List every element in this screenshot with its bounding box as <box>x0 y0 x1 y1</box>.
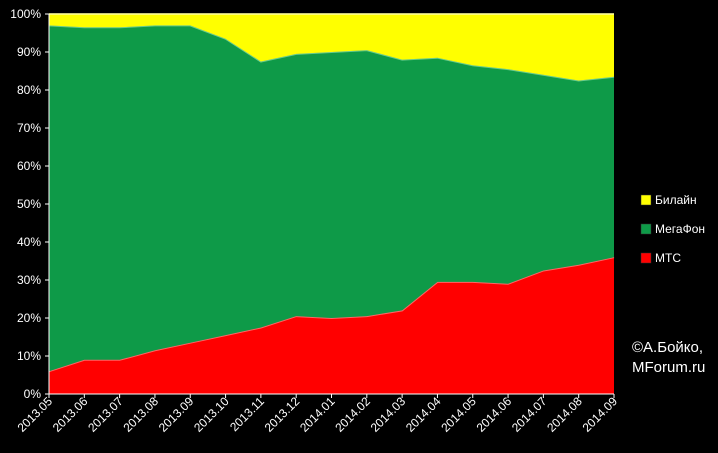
legend-label-beeline: Билайн <box>655 193 697 207</box>
legend-swatch-beeline <box>640 194 652 206</box>
x-tick-label: 2014.03 <box>368 394 409 435</box>
y-tick-label: 30% <box>17 273 41 287</box>
x-tick-label: 2013.09 <box>156 394 197 435</box>
series-areas <box>48 13 615 394</box>
y-axis-ticks: 0% 10% 20% 30% 40% 50% 60% 70% 80% 90% 100% <box>10 7 49 401</box>
y-tick-label: 100% <box>10 7 41 21</box>
x-tick-label: 2013.12 <box>262 394 303 435</box>
x-tick-label: 2014.05 <box>438 394 479 435</box>
x-tick-label: 2014.01 <box>297 394 338 435</box>
legend-swatch-mts <box>640 252 652 264</box>
legend: Билайн МегаФон МТС <box>640 193 705 265</box>
x-tick-label: 2013.08 <box>120 394 161 435</box>
x-tick-label: 2014.02 <box>332 394 373 435</box>
x-tick-label: 2014.09 <box>580 394 621 435</box>
x-tick-label: 2014.04 <box>403 394 444 435</box>
area-mts <box>49 257 614 394</box>
copyright-line-1: ©А.Бойко, <box>632 339 703 356</box>
x-tick-label: 2013.06 <box>50 394 91 435</box>
x-tick-label: 2014.07 <box>509 394 550 435</box>
y-tick-label: 90% <box>17 45 41 59</box>
x-tick-label: 2014.06 <box>474 394 515 435</box>
area-beeline <box>49 14 614 81</box>
area-megafon <box>49 25 614 372</box>
y-tick-label: 20% <box>17 311 41 325</box>
y-tick-label: 50% <box>17 197 41 211</box>
legend-swatch-megafon <box>640 223 652 235</box>
x-tick-label: 2013.11 <box>227 394 267 434</box>
y-tick-label: 60% <box>17 159 41 173</box>
legend-label-megafon: МегаФон <box>655 222 705 236</box>
legend-label-mts: МТС <box>655 251 681 265</box>
x-tick-label: 2013.10 <box>191 394 232 435</box>
x-tick-label: 2013.07 <box>85 394 126 435</box>
x-axis-ticks: 2013.052013.062013.072013.082013.092013.… <box>15 394 621 435</box>
x-tick-label: 2014.08 <box>544 394 585 435</box>
y-tick-label: 10% <box>17 349 41 363</box>
y-tick-label: 80% <box>17 83 41 97</box>
copyright-line-2: MForum.ru <box>632 359 705 376</box>
y-tick-label: 0% <box>24 387 42 401</box>
y-tick-label: 70% <box>17 121 41 135</box>
y-tick-label: 40% <box>17 235 41 249</box>
